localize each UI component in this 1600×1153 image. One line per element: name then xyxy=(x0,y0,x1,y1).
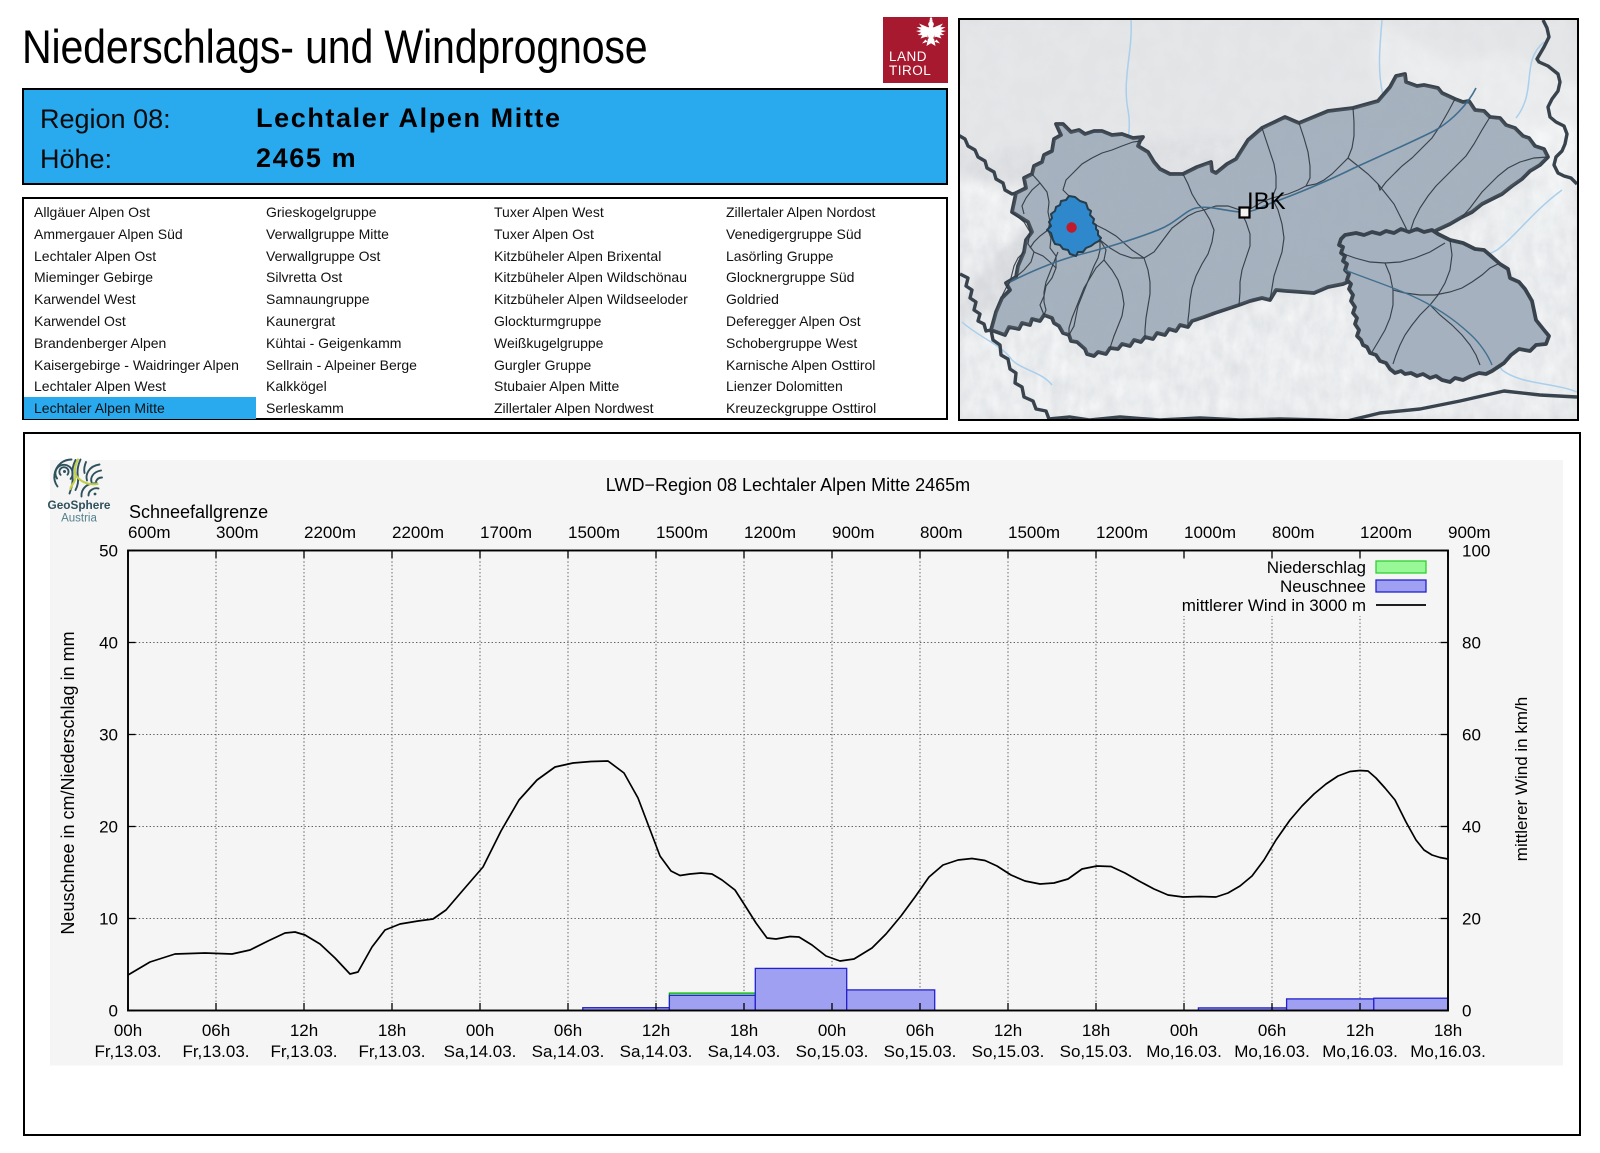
svg-text:Sa,14.03.: Sa,14.03. xyxy=(708,1042,781,1061)
svg-text:0: 0 xyxy=(1462,1002,1471,1021)
svg-text:300m: 300m xyxy=(216,523,259,542)
svg-text:Mo,16.03.: Mo,16.03. xyxy=(1322,1042,1398,1061)
svg-text:Schneefallgrenze: Schneefallgrenze xyxy=(129,502,268,522)
svg-text:0: 0 xyxy=(109,1002,118,1021)
svg-text:So,15.03.: So,15.03. xyxy=(884,1042,957,1061)
svg-text:06h: 06h xyxy=(906,1021,934,1040)
svg-text:2200m: 2200m xyxy=(392,523,444,542)
svg-text:1000m: 1000m xyxy=(1184,523,1236,542)
svg-text:LWD−Region 08 Lechtaler Alpen: LWD−Region 08 Lechtaler Alpen Mitte 2465… xyxy=(606,475,970,495)
svg-text:800m: 800m xyxy=(920,523,963,542)
svg-text:60: 60 xyxy=(1462,726,1481,745)
svg-text:GeoSphere: GeoSphere xyxy=(48,498,111,512)
svg-text:00h: 00h xyxy=(818,1021,846,1040)
svg-text:1200m: 1200m xyxy=(1360,523,1412,542)
svg-text:1700m: 1700m xyxy=(480,523,532,542)
svg-text:06h: 06h xyxy=(202,1021,230,1040)
svg-text:12h: 12h xyxy=(290,1021,318,1040)
svg-text:Neuschnee in cm/Niederschlag i: Neuschnee in cm/Niederschlag in mm xyxy=(58,631,78,934)
svg-text:30: 30 xyxy=(99,726,118,745)
svg-text:Mo,16.03.: Mo,16.03. xyxy=(1146,1042,1222,1061)
svg-text:40: 40 xyxy=(99,634,118,653)
svg-text:mittlerer Wind in km/h: mittlerer Wind in km/h xyxy=(1512,697,1531,861)
svg-text:So,15.03.: So,15.03. xyxy=(1060,1042,1133,1061)
svg-text:Sa,14.03.: Sa,14.03. xyxy=(620,1042,693,1061)
svg-text:Austria: Austria xyxy=(61,513,97,525)
svg-text:Fr,13.03.: Fr,13.03. xyxy=(182,1042,249,1061)
svg-text:20: 20 xyxy=(99,818,118,837)
svg-text:12h: 12h xyxy=(1346,1021,1374,1040)
svg-text:12h: 12h xyxy=(994,1021,1022,1040)
svg-text:mittlerer Wind in 3000 m: mittlerer Wind in 3000 m xyxy=(1182,596,1366,615)
svg-text:00h: 00h xyxy=(114,1021,142,1040)
svg-text:Fr,13.03.: Fr,13.03. xyxy=(270,1042,337,1061)
svg-text:40: 40 xyxy=(1462,818,1481,837)
svg-text:So,15.03.: So,15.03. xyxy=(972,1042,1045,1061)
svg-text:00h: 00h xyxy=(1170,1021,1198,1040)
svg-text:Niederschlag: Niederschlag xyxy=(1267,558,1366,577)
svg-text:IBK: IBK xyxy=(1247,188,1286,215)
svg-text:LAND: LAND xyxy=(889,49,927,64)
svg-text:Neuschnee: Neuschnee xyxy=(1280,577,1366,596)
svg-text:900m: 900m xyxy=(1448,523,1491,542)
svg-text:1500m: 1500m xyxy=(656,523,708,542)
svg-text:10: 10 xyxy=(99,910,118,929)
svg-text:Sa,14.03.: Sa,14.03. xyxy=(532,1042,605,1061)
svg-text:50: 50 xyxy=(99,542,118,561)
svg-text:2200m: 2200m xyxy=(304,523,356,542)
svg-text:800m: 800m xyxy=(1272,523,1315,542)
svg-text:06h: 06h xyxy=(554,1021,582,1040)
svg-text:18h: 18h xyxy=(378,1021,406,1040)
svg-text:18h: 18h xyxy=(1082,1021,1110,1040)
svg-text:Fr,13.03.: Fr,13.03. xyxy=(94,1042,161,1061)
svg-text:Fr,13.03.: Fr,13.03. xyxy=(358,1042,425,1061)
svg-text:12h: 12h xyxy=(642,1021,670,1040)
svg-text:600m: 600m xyxy=(128,523,171,542)
svg-text:Mo,16.03.: Mo,16.03. xyxy=(1410,1042,1486,1061)
svg-text:20: 20 xyxy=(1462,910,1481,929)
svg-text:06h: 06h xyxy=(1258,1021,1286,1040)
svg-text:18h: 18h xyxy=(730,1021,758,1040)
svg-text:1500m: 1500m xyxy=(568,523,620,542)
svg-text:Sa,14.03.: Sa,14.03. xyxy=(444,1042,517,1061)
svg-text:Mo,16.03.: Mo,16.03. xyxy=(1234,1042,1310,1061)
svg-text:1200m: 1200m xyxy=(1096,523,1148,542)
svg-text:100: 100 xyxy=(1462,542,1490,561)
svg-text:TIROL: TIROL xyxy=(889,63,931,78)
svg-text:1500m: 1500m xyxy=(1008,523,1060,542)
svg-text:00h: 00h xyxy=(466,1021,494,1040)
svg-text:900m: 900m xyxy=(832,523,875,542)
svg-text:1200m: 1200m xyxy=(744,523,796,542)
svg-text:80: 80 xyxy=(1462,634,1481,653)
svg-text:18h: 18h xyxy=(1434,1021,1462,1040)
svg-text:So,15.03.: So,15.03. xyxy=(796,1042,869,1061)
